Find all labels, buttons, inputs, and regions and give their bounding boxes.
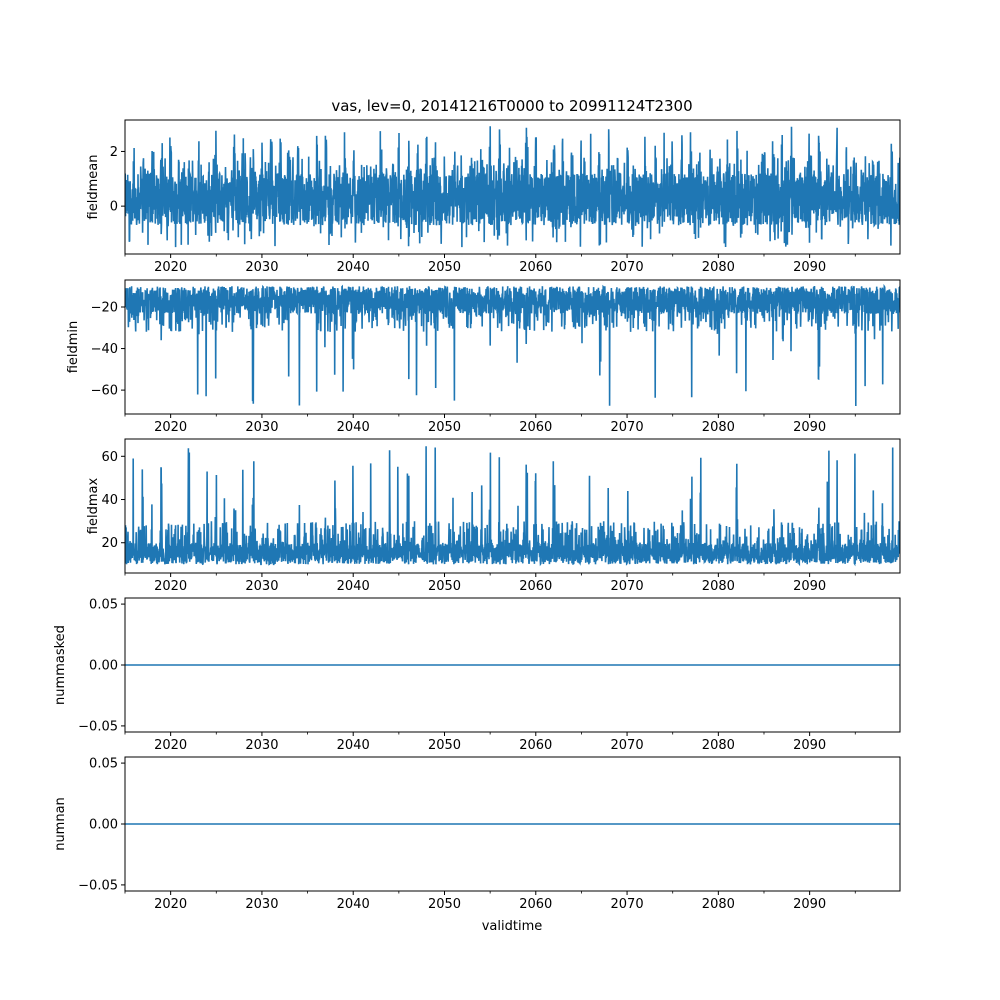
x-tick-label: 2060 xyxy=(519,420,552,435)
x-tick-label: 2040 xyxy=(337,579,370,594)
y-tick-label: −0.05 xyxy=(78,878,118,893)
y-tick-label: −20 xyxy=(91,301,118,316)
y-tick-label: −40 xyxy=(91,342,118,357)
x-tick-label: 2030 xyxy=(245,897,278,912)
x-tick-label: 2020 xyxy=(154,420,187,435)
x-tick-label: 2020 xyxy=(154,897,187,912)
x-tick-label: 2050 xyxy=(428,579,461,594)
y-axis-label: numnan xyxy=(53,797,68,851)
panel-fieldmax: 2020 2030 2040 2050 2060 2070 2080 2090204060fi… xyxy=(86,438,901,594)
series-line-fieldmin xyxy=(125,283,900,407)
x-tick-label: 2020 xyxy=(154,579,187,594)
x-tick-label: 2040 xyxy=(337,260,370,275)
y-tick-label: 40 xyxy=(101,493,118,508)
axes-frame xyxy=(124,438,901,574)
y-tick-label: 20 xyxy=(101,536,118,551)
x-tick-label: 2070 xyxy=(611,420,644,435)
x-tick-label: 2070 xyxy=(611,260,644,275)
y-axis-label: nummasked xyxy=(53,625,68,705)
x-axis-label: validtime xyxy=(482,919,543,934)
panel-fieldmean: 2020 2030 2040 2050 2060 2070 2080 2090 0 2 fieldm… xyxy=(86,119,901,275)
panels: 2020 2030 2040 2050 2060 2070 2080 209002fieldm… xyxy=(53,119,901,912)
x-tick-label: 2060 xyxy=(519,579,552,594)
panel-numnan: 2020 2030 2040 2050 2060 2070 2080 2090 −0.05 0.0… xyxy=(53,756,901,912)
x-tick-label: 2040 xyxy=(337,420,370,435)
x-tick-label: 2060 xyxy=(519,738,552,753)
y-axis-label: fieldmean xyxy=(86,155,101,220)
y-tick-label: 0.05 xyxy=(89,598,118,613)
chart-title: vas, lev=0, 20141216T0000 to 20991124T23… xyxy=(331,97,692,115)
x-tick-label: 2030 xyxy=(245,260,278,275)
y-tick-label: −0.05 xyxy=(78,719,118,734)
y-tick-label: 60 xyxy=(101,450,118,465)
series-line-fieldmax xyxy=(125,446,900,567)
panel-fieldmin: 2020 2030 2040 2050 2060 2070 2080 2090 −60 −40 −2… xyxy=(66,279,901,435)
x-tick-label: 2070 xyxy=(611,579,644,594)
x-tick-label: 2030 xyxy=(245,420,278,435)
x-tick-label: 2090 xyxy=(793,420,826,435)
x-tick-label: 2090 xyxy=(793,897,826,912)
x-tick-label: 2030 xyxy=(245,738,278,753)
x-tick-label: 2050 xyxy=(428,420,461,435)
x-tick-label: 2090 xyxy=(793,738,826,753)
x-tick-label: 2040 xyxy=(337,738,370,753)
x-tick-label: 2080 xyxy=(702,420,735,435)
y-axis-label: fieldmax xyxy=(86,478,101,535)
x-tick-label: 2050 xyxy=(428,738,461,753)
y-tick-label: −60 xyxy=(91,384,118,399)
panel-nummasked: 2020 2030 2040 2050 2060 2070 2080 2090 −0.05 0.0… xyxy=(53,597,901,753)
x-tick-label: 2030 xyxy=(245,579,278,594)
series-line-fieldmean xyxy=(125,126,900,248)
x-tick-label: 2070 xyxy=(611,897,644,912)
x-tick-label: 2090 xyxy=(793,260,826,275)
x-tick-label: 2080 xyxy=(702,579,735,594)
y-tick-label: 0 xyxy=(110,200,118,215)
y-tick-label: 2 xyxy=(110,145,118,160)
axes-frame xyxy=(124,279,901,415)
x-tick-label: 2060 xyxy=(519,260,552,275)
x-tick-label: 2020 xyxy=(154,260,187,275)
y-tick-label: 0.00 xyxy=(89,818,118,833)
y-tick-label: 0.05 xyxy=(89,757,118,772)
axes-frame xyxy=(124,119,901,255)
x-tick-label: 2020 xyxy=(154,738,187,753)
x-tick-label: 2080 xyxy=(702,738,735,753)
x-tick-label: 2050 xyxy=(428,897,461,912)
x-tick-label: 2060 xyxy=(519,897,552,912)
x-tick-label: 2090 xyxy=(793,579,826,594)
x-tick-label: 2050 xyxy=(428,260,461,275)
x-tick-label: 2040 xyxy=(337,897,370,912)
y-tick-label: 0.00 xyxy=(89,659,118,674)
x-tick-label: 2070 xyxy=(611,738,644,753)
x-tick-label: 2080 xyxy=(702,260,735,275)
x-tick-label: 2080 xyxy=(702,897,735,912)
y-axis-label: fieldmin xyxy=(66,321,81,374)
